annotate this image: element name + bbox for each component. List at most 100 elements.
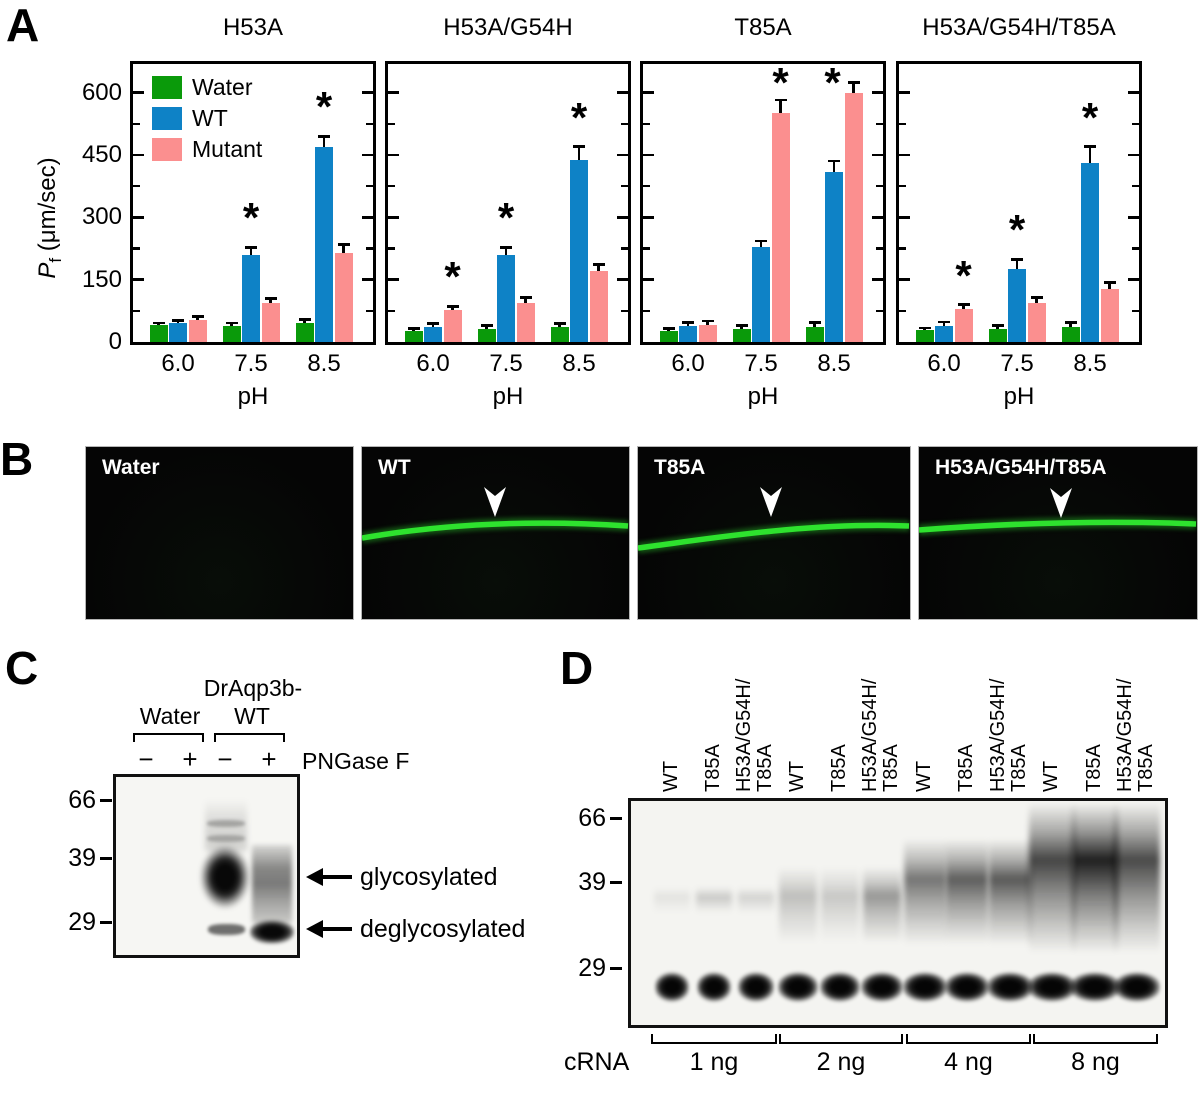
- error-bar: [759, 241, 763, 248]
- error-bar-cap: [1084, 145, 1096, 148]
- y-tick-right: [872, 153, 883, 157]
- chart-frame-2: * *: [640, 61, 886, 345]
- y-tick-left: [388, 216, 399, 219]
- y-tick-right: [366, 122, 373, 126]
- error-bar-cap: [318, 135, 330, 138]
- bar-water-8.5: [550, 326, 569, 342]
- error-bar: [706, 321, 709, 326]
- dose-label-8ng: 8 ng: [1071, 1048, 1120, 1076]
- y-tick-right: [621, 247, 628, 250]
- bar-water-8.5: [295, 323, 314, 342]
- y-tick-left: [643, 309, 650, 313]
- error-bar-cap: [500, 246, 512, 249]
- blot-c-lane4-smear: [252, 845, 292, 923]
- y-tick-left: [388, 91, 399, 94]
- blot-d-lane12-label: H53A/G54H/ T85A: [1114, 678, 1157, 792]
- blot-d-lane1-label: WT: [659, 760, 682, 792]
- bar-wt-6.0: [424, 326, 442, 342]
- y-tick-right: [872, 216, 883, 219]
- error-bar: [996, 325, 999, 329]
- error-bar: [832, 160, 836, 173]
- bar-mutant-6.0: [698, 325, 717, 342]
- error-bar: [1035, 297, 1038, 303]
- significance-asterisk: *: [1081, 93, 1099, 141]
- y-tick-left: [388, 278, 399, 281]
- blot-d-lane9-main-band: [987, 971, 1033, 1003]
- y-tick-left: [388, 122, 395, 126]
- blot-d-lane7-smear: [904, 839, 946, 945]
- y-tick-left: [899, 153, 910, 157]
- error-bar: [942, 322, 946, 327]
- bar-water-6.0: [149, 325, 168, 342]
- y-tick-right: [362, 278, 373, 281]
- error-bar: [230, 322, 233, 327]
- bar-mutant-8.5: [844, 92, 863, 342]
- y-tick-right: [1132, 184, 1139, 188]
- y-tick-right: [617, 278, 628, 281]
- error-bar-cap: [245, 246, 257, 249]
- y-tick-right: [366, 247, 373, 250]
- y-tick-left: [899, 122, 906, 126]
- significance-asterisk: *: [444, 253, 461, 301]
- error-bar-cap: [553, 322, 566, 325]
- legend-label-wt: WT: [192, 105, 228, 131]
- y-tick-right: [362, 216, 373, 219]
- y-tick-right: [617, 216, 628, 219]
- y-tick-left: [643, 247, 650, 250]
- x-tick-label-8.5: 8.5: [817, 350, 851, 377]
- y-tick-right: [1128, 153, 1139, 157]
- y-tick-right: [1128, 278, 1139, 281]
- blot-c-bracket-wt: [214, 733, 285, 742]
- blot-d-lane10-smear: [1029, 803, 1075, 953]
- y-tick-right: [876, 184, 883, 188]
- chart-title-1: H53A/G54H: [443, 14, 573, 41]
- deglycosylated-arrow-tail: [322, 927, 352, 931]
- error-bar: [813, 322, 816, 327]
- error-bar-cap: [918, 326, 931, 330]
- y-tick-right: [1132, 247, 1139, 250]
- panel-c-label: C: [5, 642, 39, 694]
- error-bar: [852, 82, 855, 93]
- mw-66-c: 66: [68, 786, 96, 814]
- y-tick-right: [876, 309, 883, 313]
- dose-label-1ng: 1 ng: [689, 1048, 739, 1076]
- legend-swatch-wt: [152, 107, 182, 130]
- significance-asterisk: *: [955, 251, 972, 299]
- membrane-signal-line: [638, 519, 910, 554]
- dose-label-4ng: 4 ng: [944, 1048, 993, 1076]
- micrograph-label: Water: [102, 456, 160, 479]
- error-bar-cap: [592, 263, 605, 266]
- y-tick-right: [1132, 309, 1139, 313]
- x-tick-label-7.5: 7.5: [234, 350, 268, 377]
- blot-d-lane8-label: T85A: [954, 744, 977, 792]
- y-tick-right: [366, 184, 373, 188]
- y-tick-left: [643, 91, 654, 94]
- bar-wt-6.0: [935, 326, 953, 342]
- x-tick-label-6.0: 6.0: [927, 350, 961, 377]
- glycosylated-annotation: glycosylated: [360, 863, 498, 891]
- y-tick-right: [362, 91, 373, 94]
- bar-wt-8.5: [1081, 163, 1099, 342]
- error-bar-cap: [828, 159, 840, 163]
- error-bar: [740, 325, 743, 329]
- micrograph-wt: WT: [361, 446, 630, 620]
- blot-d-lane10-main-band: [1028, 971, 1076, 1003]
- error-bar: [269, 298, 272, 304]
- crna-row-label: cRNA: [564, 1048, 630, 1076]
- error-bar-cap: [957, 303, 970, 306]
- blot-d-lane5-main-band: [820, 971, 860, 1003]
- bar-mutant-8.5: [1100, 288, 1119, 342]
- y-tick-left: [899, 184, 906, 188]
- error-bar-cap: [701, 319, 714, 323]
- y-tick-right: [872, 91, 883, 94]
- y-tick-left: [643, 216, 654, 219]
- x-tick-label-6.0: 6.0: [671, 350, 705, 377]
- x-tick-label-8.5: 8.5: [562, 350, 596, 377]
- error-bar: [431, 323, 435, 327]
- membrane-signal-line: [919, 516, 1197, 536]
- blot-d-lane9-label: H53A/G54H/ T85A: [987, 678, 1030, 792]
- panel-b-label: B: [0, 433, 34, 485]
- bar-mutant-6.0: [954, 308, 973, 342]
- bar-wt-7.5: [497, 254, 515, 342]
- blot-d-lane8-smear: [946, 839, 988, 945]
